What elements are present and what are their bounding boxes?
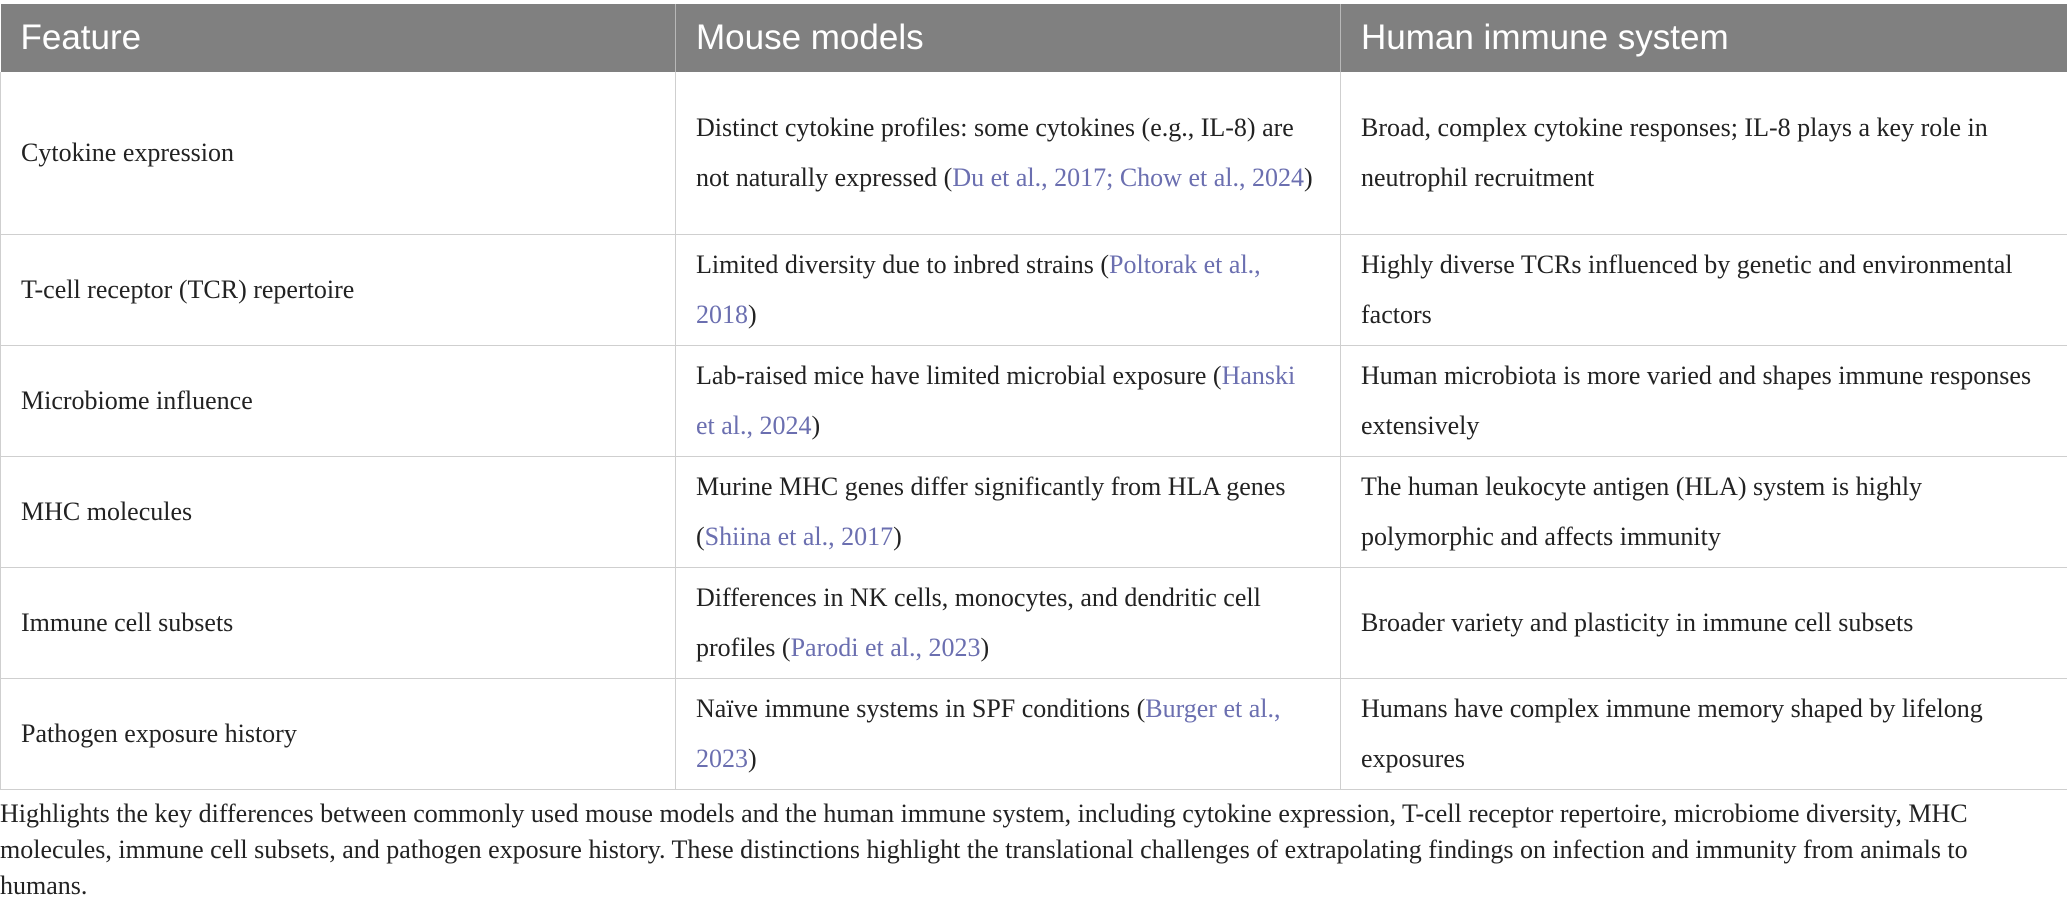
- human-cell: Broader variety and plasticity in immune…: [1340, 567, 2067, 679]
- human-cell: Broad, complex cytokine responses; IL-8 …: [1340, 72, 2067, 235]
- feature-cell: Pathogen exposure history: [0, 678, 676, 790]
- mouse-text: Limited diversity due to inbred strains …: [696, 249, 1110, 279]
- table-body: Cytokine expression Distinct cytokine pr…: [0, 72, 2067, 790]
- header-human-immune-system: Human immune system: [1340, 4, 2067, 72]
- mouse-cell: Lab-raised mice have limited microbial e…: [675, 345, 1341, 457]
- citation-link[interactable]: Hanski et al., 2024: [696, 360, 1296, 440]
- feature-cell: T-cell receptor (TCR) repertoire: [0, 234, 676, 346]
- mouse-text-end: ): [1304, 162, 1313, 192]
- header-row: Feature Mouse models Human immune system: [0, 4, 2067, 72]
- mouse-cell: Murine MHC genes differ significantly fr…: [675, 456, 1341, 568]
- mouse-text-end: ): [748, 299, 757, 329]
- citation-link[interactable]: Du et al., 2017; Chow et al., 2024: [952, 162, 1304, 192]
- table-row: Immune cell subsets Differences in NK ce…: [0, 567, 2067, 679]
- mouse-text-end: ): [893, 521, 902, 551]
- mouse-text: Naïve immune systems in SPF conditions (: [696, 693, 1146, 723]
- table-caption: Highlights the key differences between c…: [0, 799, 1968, 900]
- table-header: Feature Mouse models Human immune system: [0, 4, 2067, 72]
- feature-cell: Microbiome influence: [0, 345, 676, 457]
- feature-cell: MHC molecules: [0, 456, 676, 568]
- mouse-cell: Differences in NK cells, monocytes, and …: [675, 567, 1341, 679]
- mouse-text-end: ): [811, 410, 821, 440]
- mouse-text: Murine MHC genes differ significantly fr…: [696, 471, 1286, 551]
- human-cell: The human leukocyte antigen (HLA) system…: [1340, 456, 2067, 568]
- citation-link[interactable]: Burger et al., 2023: [696, 693, 1281, 773]
- mouse-text: Differences in NK cells, monocytes, and …: [696, 582, 1261, 662]
- citation-link[interactable]: Parodi et al., 2023: [790, 632, 981, 662]
- table-row: Pathogen exposure history Naïve immune s…: [0, 678, 2067, 790]
- human-cell: Highly diverse TCRs influenced by geneti…: [1340, 234, 2067, 346]
- citation-link[interactable]: Poltorak et al., 2018: [696, 249, 1261, 329]
- citation-link[interactable]: Shiina et al., 2017: [704, 521, 894, 551]
- mouse-text: Lab-raised mice have limited microbial e…: [696, 360, 1222, 390]
- table-row: T-cell receptor (TCR) repertoire Limited…: [0, 234, 2067, 346]
- mouse-cell: Limited diversity due to inbred strains …: [675, 234, 1341, 346]
- mouse-text-end: ): [980, 632, 990, 662]
- feature-cell: Immune cell subsets: [0, 567, 676, 679]
- feature-cell: Cytokine expression: [0, 72, 676, 235]
- table-row: MHC molecules Murine MHC genes differ si…: [0, 456, 2067, 568]
- mouse-cell: Distinct cytokine profiles: some cytokin…: [675, 72, 1341, 235]
- comparison-table: Feature Mouse models Human immune system…: [0, 4, 2067, 790]
- mouse-text: Distinct cytokine profiles: some cytokin…: [696, 112, 1294, 192]
- table-row: Microbiome influence Lab-raised mice hav…: [0, 345, 2067, 457]
- table-row: Cytokine expression Distinct cytokine pr…: [0, 72, 2067, 235]
- mouse-text-end: ): [748, 743, 757, 773]
- human-cell: Humans have complex immune memory shaped…: [1340, 678, 2067, 790]
- header-feature: Feature: [0, 4, 676, 72]
- mouse-cell: Naïve immune systems in SPF conditions (…: [675, 678, 1341, 790]
- header-mouse-models: Mouse models: [675, 4, 1341, 72]
- human-cell: Human microbiota is more varied and shap…: [1340, 345, 2067, 457]
